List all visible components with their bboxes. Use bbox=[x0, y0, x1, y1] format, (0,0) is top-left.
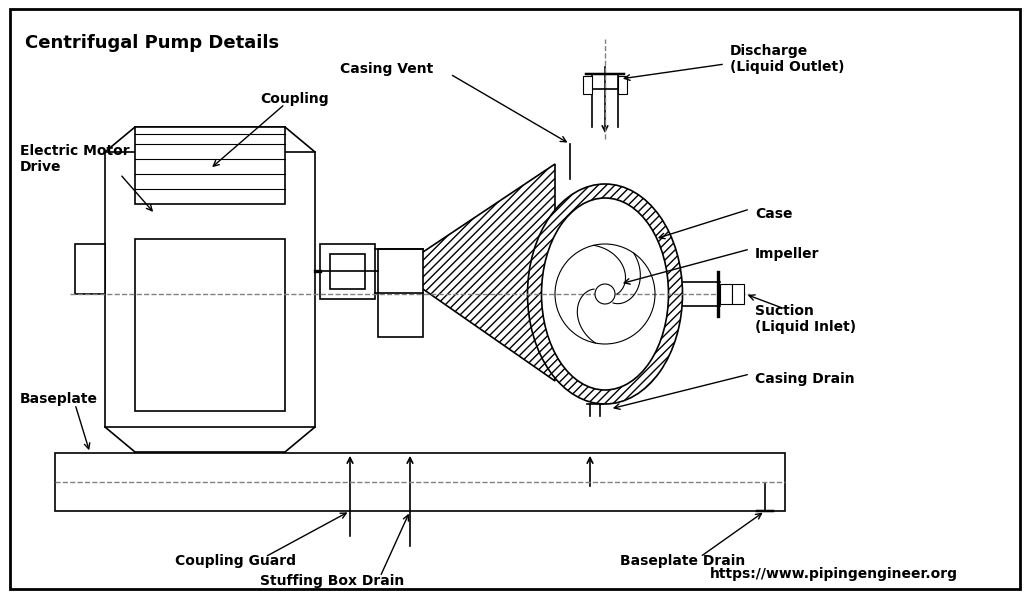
Ellipse shape bbox=[542, 198, 668, 390]
Bar bbox=[75, 244, 105, 294]
Text: Impeller: Impeller bbox=[755, 247, 820, 261]
Text: https://www.pipingengineer.org: https://www.pipingengineer.org bbox=[710, 567, 958, 581]
Bar bbox=[378, 249, 423, 337]
Bar bbox=[135, 127, 285, 204]
Bar bbox=[55, 453, 785, 511]
Text: Casing Drain: Casing Drain bbox=[755, 372, 855, 386]
Bar bbox=[720, 284, 732, 304]
Text: Suction
(Liquid Inlet): Suction (Liquid Inlet) bbox=[755, 304, 856, 334]
Bar bbox=[135, 239, 285, 411]
Bar bbox=[330, 254, 365, 289]
Text: Case: Case bbox=[755, 207, 792, 221]
Bar bbox=[732, 284, 744, 304]
Ellipse shape bbox=[527, 184, 683, 404]
Text: Baseplate Drain: Baseplate Drain bbox=[620, 554, 746, 568]
Bar bbox=[583, 76, 592, 94]
Text: Electric Motor
Drive: Electric Motor Drive bbox=[20, 144, 130, 174]
Text: Coupling: Coupling bbox=[260, 92, 329, 106]
Text: Baseplate: Baseplate bbox=[20, 392, 98, 406]
Text: Casing Vent: Casing Vent bbox=[340, 62, 434, 76]
Bar bbox=[105, 152, 315, 427]
Bar bbox=[618, 76, 627, 94]
Text: Coupling Guard: Coupling Guard bbox=[175, 554, 296, 568]
Text: Discharge
(Liquid Outlet): Discharge (Liquid Outlet) bbox=[730, 44, 845, 74]
Bar bbox=[320, 244, 375, 299]
Text: Centrifugal Pump Details: Centrifugal Pump Details bbox=[25, 34, 279, 52]
Circle shape bbox=[595, 284, 615, 304]
Polygon shape bbox=[420, 164, 555, 381]
Text: Stuffing Box Drain: Stuffing Box Drain bbox=[260, 574, 404, 588]
